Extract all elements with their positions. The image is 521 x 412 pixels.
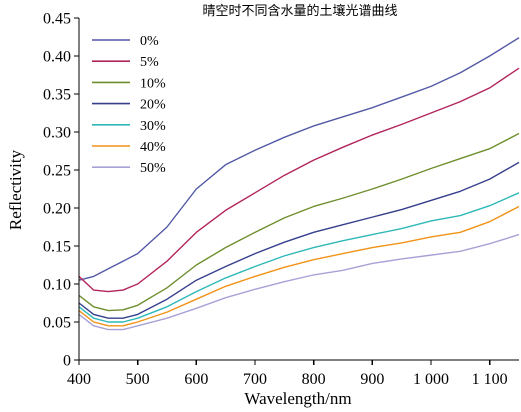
chart-title: 晴空时不同含水量的土壤光谱曲线: [202, 3, 397, 18]
y-tick-label: 0.05: [43, 315, 71, 332]
y-tick-label: 0.10: [43, 277, 71, 294]
series-line-40-percent: [78, 205, 520, 327]
x-tick-label: 400: [67, 371, 91, 388]
axis-ticks: 400 500 600 700 800 900 1 000 1 10000.050.100.1…: [43, 11, 508, 389]
x-tick-label: 700: [243, 371, 267, 388]
series-group: [78, 37, 520, 331]
x-tick-label: 600: [184, 371, 208, 388]
series-line-0-percent: [78, 37, 520, 281]
y-tick-label: 0.35: [43, 87, 71, 104]
y-tick-label: 0.40: [43, 49, 71, 66]
x-tick-label: 500: [126, 371, 150, 388]
legend-label-50-percent: 50%: [140, 161, 166, 176]
legend-label-40-percent: 40%: [140, 140, 166, 155]
y-tick-label: 0.25: [43, 163, 71, 180]
series-line-50-percent: [78, 233, 520, 331]
y-tick-label: 0.30: [43, 125, 71, 142]
legend-label-0-percent: 0%: [140, 34, 159, 49]
x-axis-title: Wavelength/nm: [244, 389, 351, 408]
legend-label-5-percent: 5%: [140, 55, 159, 70]
y-tick-label: 0.45: [43, 11, 71, 28]
legend-label-30-percent: 30%: [140, 119, 166, 134]
legend-label-20-percent: 20%: [140, 98, 166, 113]
legend-label-10-percent: 10%: [140, 76, 166, 91]
legend: 0% 5% 10% 20% 30% 40% 50%: [92, 34, 166, 176]
x-tick-label: 900: [360, 371, 384, 388]
y-tick-label: 0.15: [43, 239, 71, 256]
axes: [78, 18, 519, 361]
series-line-20-percent: [78, 161, 520, 319]
series-line-10-percent: [78, 132, 520, 312]
series-line-5-percent: [78, 67, 520, 293]
series-line-30-percent: [78, 192, 520, 323]
x-tick-label: 1 000: [413, 371, 449, 388]
x-tick-label: 1 100: [472, 371, 508, 388]
y-tick-label: 0: [63, 353, 71, 370]
x-tick-label: 800: [302, 371, 326, 388]
y-tick-label: 0.20: [43, 201, 71, 218]
y-axis-title: Reflectivity: [6, 149, 25, 230]
